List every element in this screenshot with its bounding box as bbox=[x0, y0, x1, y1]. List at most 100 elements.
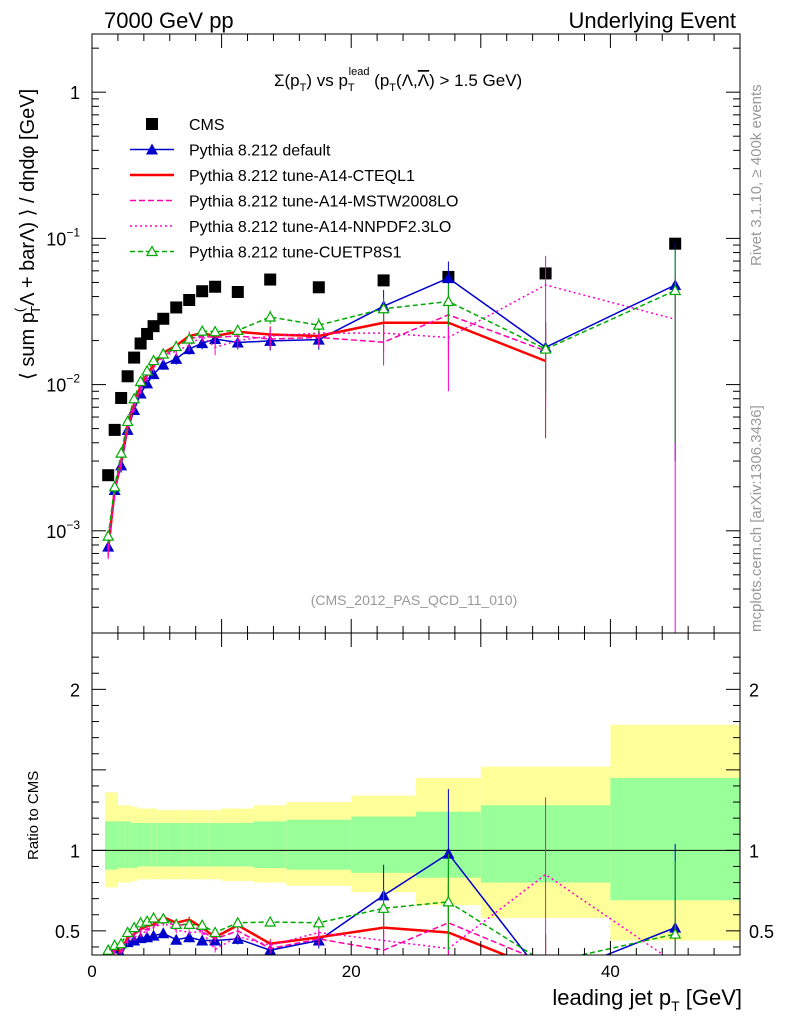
y-axis-label: ⟨ sum p(TΛ + barΛ) ⟩ / dηdφ [GeV] bbox=[12, 89, 43, 380]
ratio-band-inner bbox=[104, 821, 112, 870]
default-point bbox=[196, 337, 209, 349]
cms-data-point bbox=[157, 312, 170, 325]
ratio-tick-label-left: 2 bbox=[70, 680, 80, 700]
ratio-band-inner bbox=[195, 822, 209, 867]
default-ratio-point bbox=[147, 929, 160, 941]
cuetp-ratio-point bbox=[541, 958, 551, 967]
ratio-tick-label-left: 0.5 bbox=[55, 922, 80, 942]
legend-label-cms: CMS bbox=[189, 117, 225, 134]
default-point bbox=[442, 272, 455, 284]
ratio-band-inner bbox=[169, 822, 183, 867]
cms-data-point bbox=[121, 370, 134, 383]
cuetp-ratio-point bbox=[115, 937, 128, 949]
cuetp-ratio-point bbox=[209, 926, 222, 938]
cuetp-ratio-point bbox=[147, 911, 160, 923]
legend-marker-cms bbox=[146, 118, 158, 130]
default-ratio-point bbox=[540, 973, 552, 984]
ratio-band-inner bbox=[221, 822, 254, 867]
x-tick-label: 20 bbox=[342, 962, 361, 981]
cuetp-ratio-line bbox=[107, 901, 676, 955]
cuetp-point bbox=[442, 295, 455, 307]
cms-data-point bbox=[209, 280, 222, 293]
legend-label-mstw: Pythia 8.212 tune-A14-MSTW2008LO bbox=[189, 194, 458, 211]
ratio-band-inner bbox=[150, 822, 157, 867]
cms-data-point bbox=[196, 285, 209, 298]
x-axis-label: leading jet pT [GeV] bbox=[552, 985, 742, 1014]
ratio-band-inner bbox=[124, 821, 131, 869]
ratio-band-inner bbox=[143, 822, 151, 867]
cuetp-point bbox=[231, 324, 244, 335]
default-point bbox=[170, 352, 183, 364]
legend-label-cteq: Pythia 8.212 tune-A14-CTEQL1 bbox=[189, 168, 415, 185]
cms-data-point bbox=[115, 391, 128, 404]
cuetp-point bbox=[108, 480, 121, 492]
ratio-band-inner bbox=[117, 821, 125, 869]
y-tick-label: 10−2 bbox=[46, 372, 80, 396]
cms-data-point bbox=[147, 320, 160, 333]
ratio-tick-label-left: 1 bbox=[70, 841, 80, 861]
ratio-band-inner bbox=[137, 822, 144, 867]
ratio-tick-label-right: 2 bbox=[749, 680, 759, 700]
ratio-y-axis-label: Ratio to CMS bbox=[25, 771, 42, 860]
cuetp-point bbox=[377, 302, 390, 314]
ratio-plot-frame bbox=[91, 632, 741, 956]
nnpdf-line bbox=[107, 284, 676, 551]
cuetp-point bbox=[121, 415, 134, 427]
default-ratio-point bbox=[157, 927, 170, 939]
cuetp-point bbox=[134, 375, 147, 387]
default-ratio-point bbox=[170, 933, 183, 945]
cms-data-point bbox=[128, 351, 141, 364]
cms-data-point bbox=[312, 281, 325, 294]
default-point bbox=[157, 358, 170, 370]
cuetp-ratio-point bbox=[669, 927, 682, 939]
legend-label-cuetp: Pythia 8.212 tune-CUETP8S1 bbox=[189, 245, 402, 262]
cuetp-ratio-point bbox=[377, 902, 390, 913]
cuetp-point bbox=[157, 347, 170, 359]
cuetp-point bbox=[141, 364, 154, 376]
default-line bbox=[107, 277, 676, 547]
cms-data-point bbox=[170, 301, 183, 314]
cuetp-point bbox=[539, 342, 552, 354]
legend-marker-default bbox=[146, 143, 158, 155]
ratio-band-inner bbox=[156, 822, 170, 867]
cuetp-ratio-point bbox=[312, 916, 325, 928]
ratio-band-inner bbox=[254, 821, 287, 869]
header-right: Underlying Event bbox=[568, 8, 736, 33]
y-tick-label: 1 bbox=[70, 83, 80, 103]
ratio-tick-label-right: 0.5 bbox=[749, 922, 774, 942]
cuetp-point bbox=[115, 446, 128, 458]
cuetp-ratio-point bbox=[196, 918, 209, 930]
ratio-band-inner bbox=[182, 822, 196, 867]
cms-data-point bbox=[102, 469, 115, 482]
cuetp-ratio-point bbox=[442, 895, 455, 907]
cms-data-point bbox=[377, 274, 390, 287]
cms-data-point bbox=[108, 423, 121, 436]
cms-data-point bbox=[264, 273, 277, 286]
legend-label-nnpdf: Pythia 8.212 tune-A14-NNPDF2.3LO bbox=[189, 219, 451, 236]
x-tick-label: 0 bbox=[87, 962, 96, 981]
ratio-band-inner bbox=[286, 819, 352, 870]
cuetp-point bbox=[147, 354, 160, 366]
cuetp-point bbox=[183, 332, 196, 344]
cuetp-point bbox=[128, 392, 141, 404]
cms-data-point bbox=[183, 293, 196, 306]
ratio-tick-label-right: 1 bbox=[749, 841, 759, 861]
cuetp-point bbox=[102, 529, 115, 541]
x-tick-label: 40 bbox=[601, 962, 620, 981]
analysis-id: (CMS_2012_PAS_QCD_11_010) bbox=[311, 592, 518, 608]
ratio-band-inner bbox=[111, 821, 118, 870]
cuetp-point bbox=[209, 325, 222, 337]
legend: CMS Pythia 8.212 default Pythia 8.212 tune… bbox=[130, 117, 458, 262]
default-ratio-point bbox=[183, 931, 196, 943]
legend-marker-cuetp bbox=[145, 245, 159, 257]
header-left: 7000 GeV pp bbox=[104, 8, 234, 33]
cuetp-point bbox=[312, 318, 325, 330]
ratio-band-inner bbox=[130, 822, 138, 869]
cuetp-ratio-point bbox=[264, 915, 277, 927]
cuetp-point bbox=[196, 324, 209, 336]
cuetp-line bbox=[107, 289, 676, 537]
cuetp-point bbox=[170, 340, 183, 352]
cuetp-ratio-point bbox=[170, 918, 183, 930]
cuetp-point bbox=[669, 284, 682, 296]
